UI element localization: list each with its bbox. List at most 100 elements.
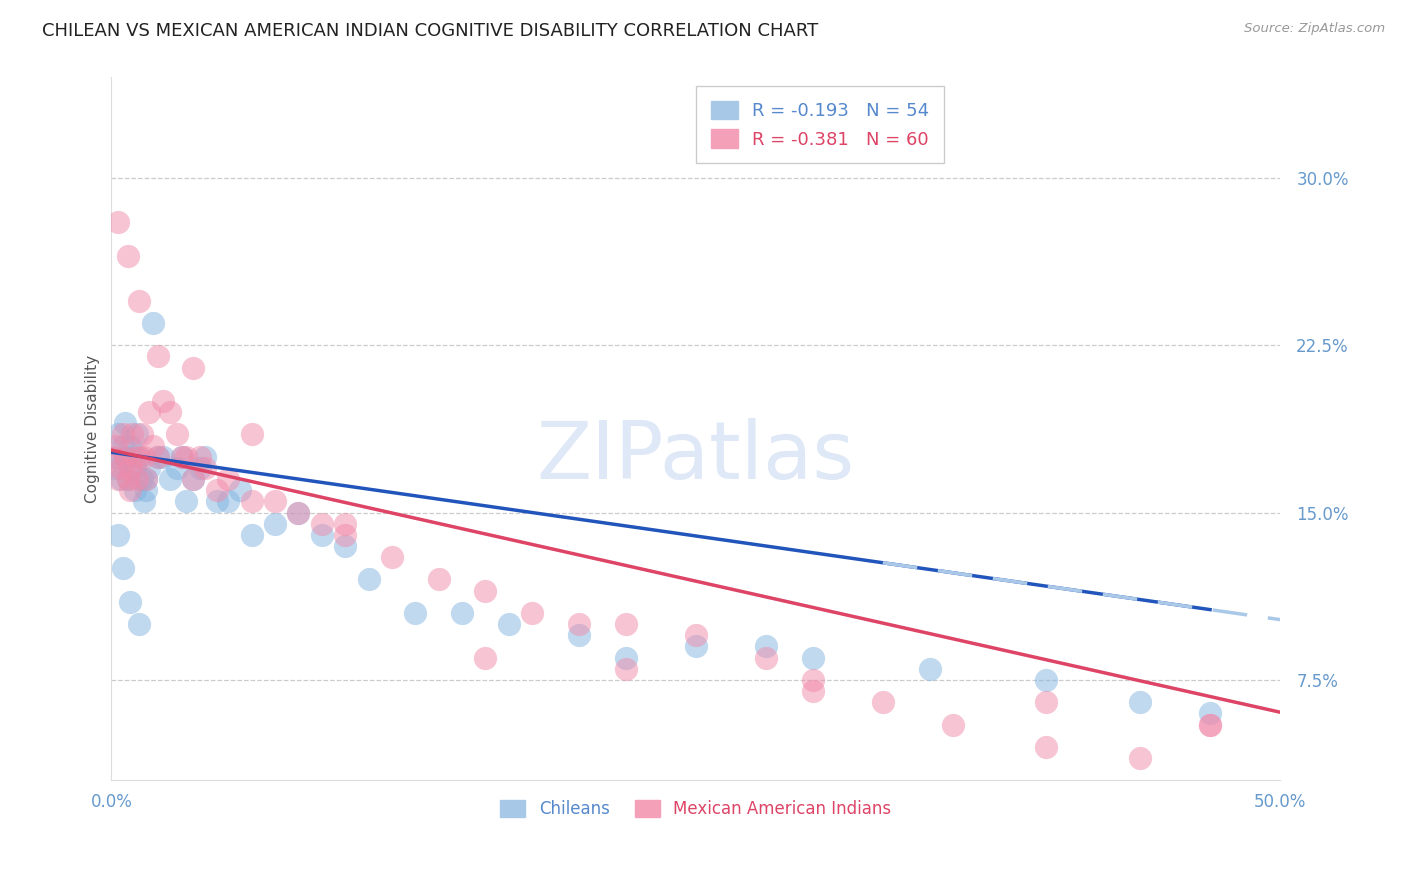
Point [152, 450, 174, 464]
Point [107, 528, 129, 542]
Point [181, 472, 204, 486]
Point [451, 606, 474, 620]
Point [498, 617, 520, 632]
Point [614, 617, 637, 632]
Point [685, 628, 707, 642]
Point [117, 249, 139, 263]
Point [120, 483, 142, 498]
Point [188, 461, 211, 475]
Point [1129, 695, 1152, 709]
Point [755, 650, 778, 665]
Point [335, 539, 357, 553]
Point [264, 494, 287, 508]
Point [142, 316, 165, 330]
Point [114, 450, 136, 464]
Point [135, 472, 157, 486]
Point [170, 450, 193, 464]
Point [146, 349, 169, 363]
Point [121, 427, 143, 442]
Y-axis label: Cognitive Disability: Cognitive Disability [86, 355, 100, 503]
Point [107, 427, 129, 442]
Point [128, 293, 150, 308]
Point [685, 640, 707, 654]
Point [474, 583, 496, 598]
Point [942, 717, 965, 731]
Point [755, 640, 778, 654]
Point [134, 494, 156, 508]
Point [404, 606, 426, 620]
Point [170, 450, 193, 464]
Point [872, 695, 894, 709]
Point [134, 450, 156, 464]
Point [120, 439, 142, 453]
Point [146, 450, 169, 464]
Point [117, 472, 139, 486]
Point [522, 606, 544, 620]
Point [217, 472, 239, 486]
Point [146, 450, 169, 464]
Point [311, 528, 333, 542]
Point [127, 472, 149, 486]
Point [1035, 695, 1057, 709]
Text: Source: ZipAtlas.com: Source: ZipAtlas.com [1244, 22, 1385, 36]
Point [107, 472, 129, 486]
Point [357, 573, 380, 587]
Point [138, 405, 160, 419]
Point [427, 573, 450, 587]
Point [127, 427, 149, 442]
Point [105, 439, 128, 453]
Point [105, 461, 128, 475]
Point [568, 617, 591, 632]
Point [142, 439, 165, 453]
Point [114, 417, 136, 431]
Point [114, 450, 136, 464]
Point [1199, 717, 1222, 731]
Point [614, 650, 637, 665]
Point [138, 461, 160, 475]
Point [801, 673, 824, 687]
Legend: Chileans, Mexican American Indians: Chileans, Mexican American Indians [494, 793, 898, 825]
Text: CHILEAN VS MEXICAN AMERICAN INDIAN COGNITIVE DISABILITY CORRELATION CHART: CHILEAN VS MEXICAN AMERICAN INDIAN COGNI… [42, 22, 818, 40]
Point [124, 483, 146, 498]
Point [918, 662, 941, 676]
Point [110, 461, 132, 475]
Point [112, 561, 135, 575]
Point [181, 360, 204, 375]
Point [174, 450, 197, 464]
Point [152, 394, 174, 409]
Point [287, 506, 309, 520]
Text: ZIPatlas: ZIPatlas [537, 418, 855, 496]
Point [120, 461, 142, 475]
Point [1035, 673, 1057, 687]
Point [135, 483, 157, 498]
Point [194, 450, 217, 464]
Point [131, 427, 153, 442]
Point [240, 427, 263, 442]
Point [112, 439, 135, 453]
Point [131, 472, 153, 486]
Point [166, 427, 188, 442]
Point [159, 472, 181, 486]
Point [205, 494, 228, 508]
Point [1035, 739, 1057, 754]
Point [1199, 717, 1222, 731]
Point [1199, 706, 1222, 721]
Point [568, 628, 591, 642]
Point [474, 650, 496, 665]
Point [128, 450, 150, 464]
Point [335, 516, 357, 531]
Point [110, 472, 132, 486]
Point [194, 461, 217, 475]
Point [124, 461, 146, 475]
Point [124, 450, 146, 464]
Point [117, 472, 139, 486]
Point [801, 684, 824, 698]
Point [287, 506, 309, 520]
Point [335, 528, 357, 542]
Point [614, 662, 637, 676]
Point [188, 450, 211, 464]
Point [120, 595, 142, 609]
Point [166, 461, 188, 475]
Point [381, 550, 404, 565]
Point [128, 617, 150, 632]
